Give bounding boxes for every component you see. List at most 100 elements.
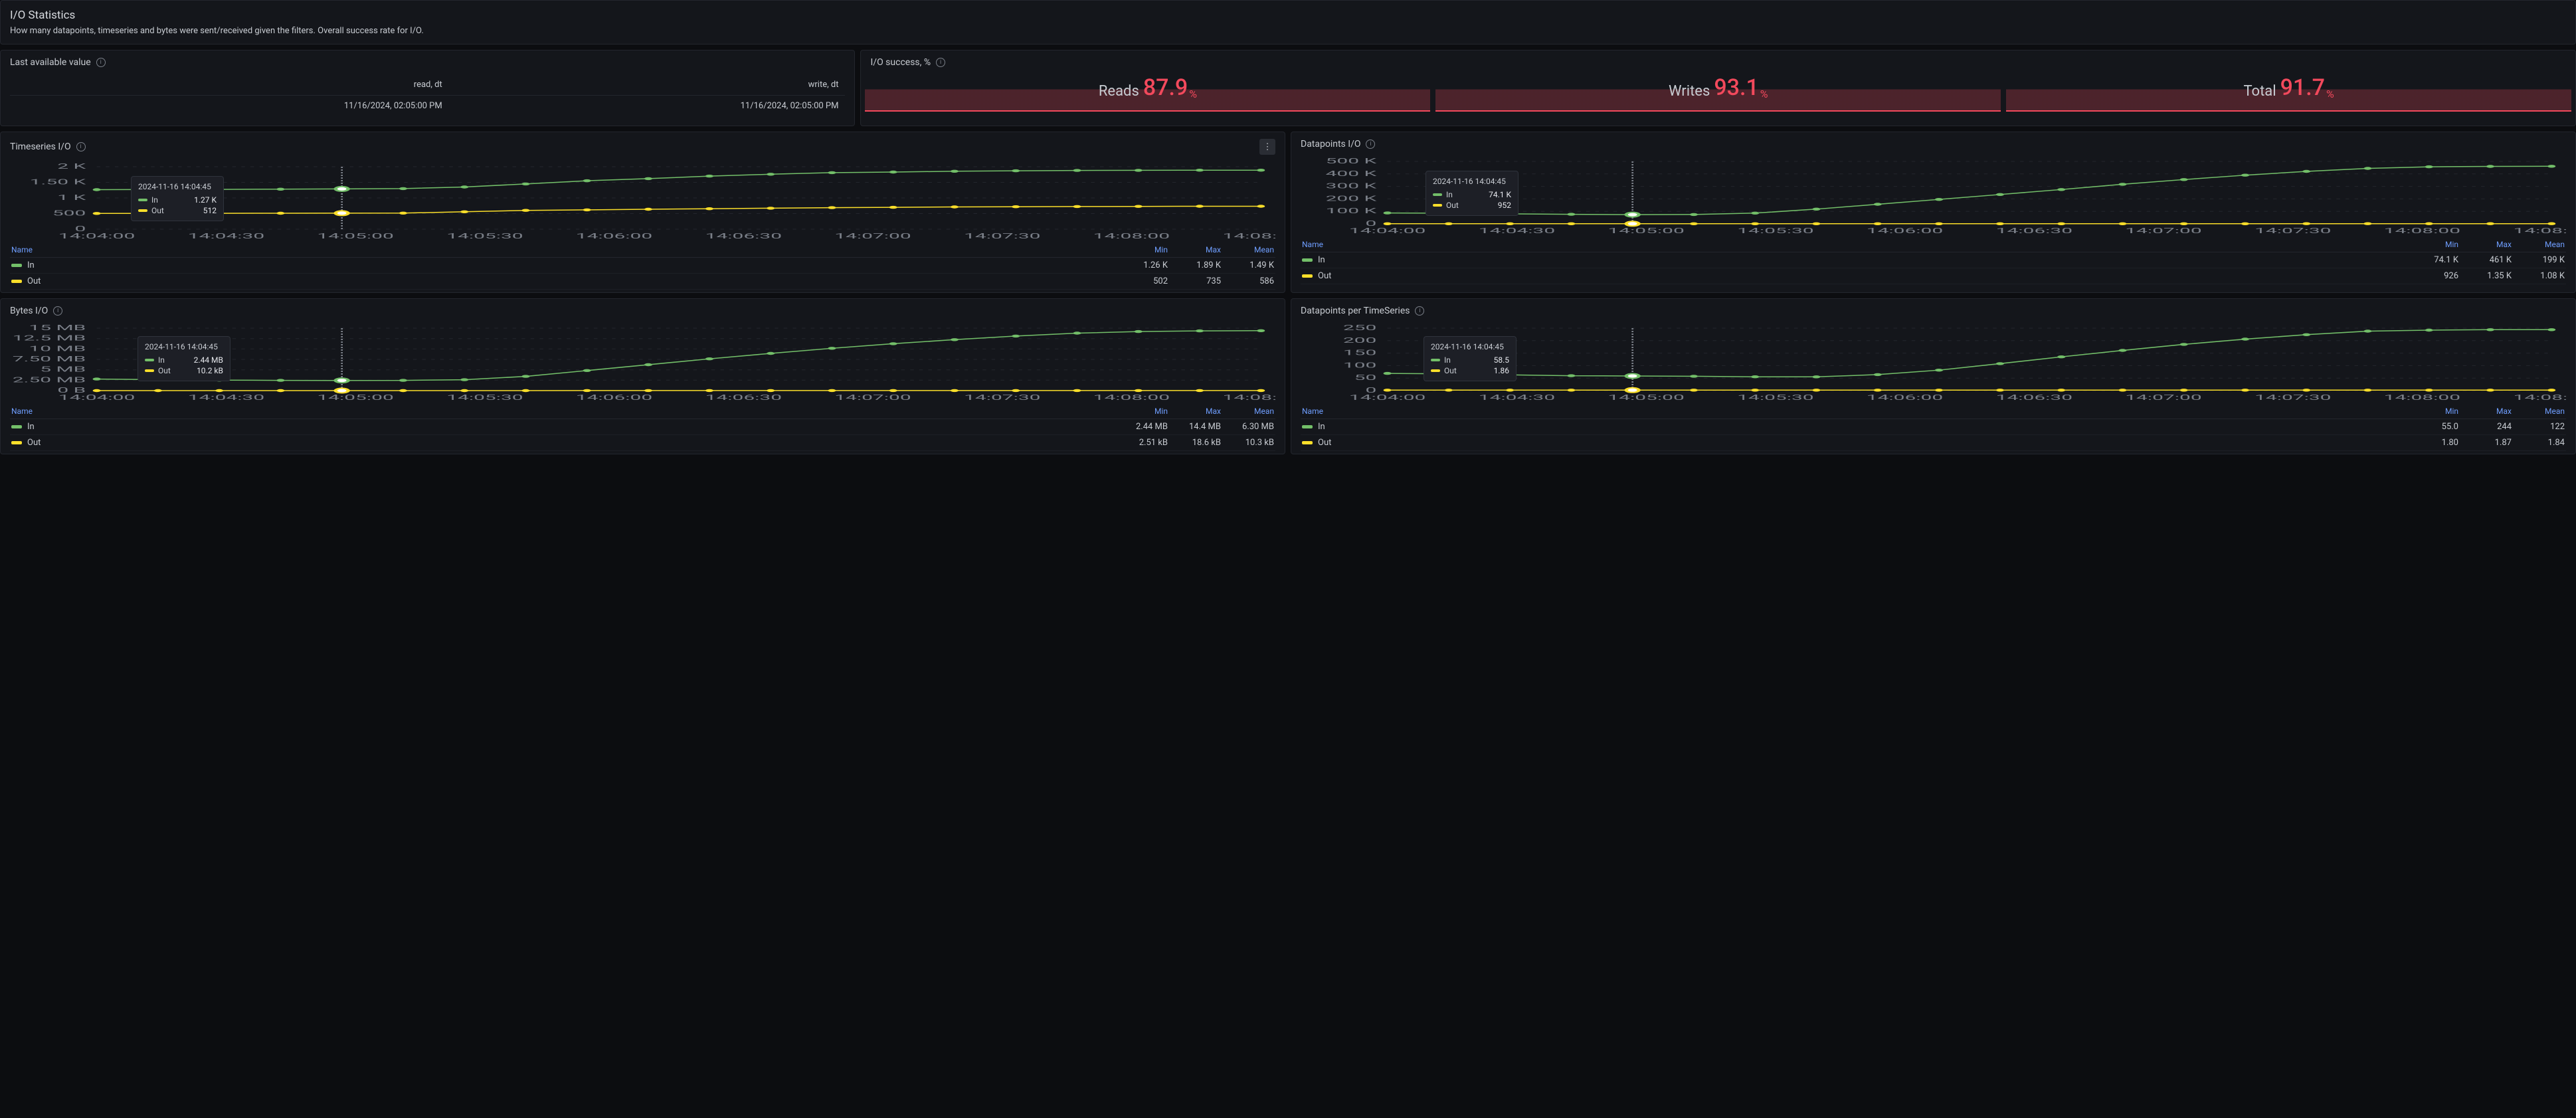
legend-min: 2.44 MB	[1115, 422, 1168, 432]
svg-text:14:07:00: 14:07:00	[834, 232, 911, 240]
tooltip-time: 2024-11-16 14:04:45	[1433, 177, 1511, 186]
legend-min: 1.26 K	[1115, 260, 1168, 270]
legend-col-min[interactable]: Min	[1115, 245, 1168, 254]
legend-row[interactable]: Out2.51 kB18.6 kB10.3 kB	[10, 435, 1275, 451]
gauge-unit: %	[1760, 82, 1768, 100]
legend-mean: 586	[1221, 276, 1274, 286]
svg-text:200: 200	[1343, 336, 1376, 345]
legend-mean: 1.84	[2512, 438, 2565, 448]
legend-row[interactable]: In74.1 K461 K199 K	[1301, 252, 2566, 268]
legend-mean: 199 K	[2512, 255, 2565, 265]
tooltip-time: 2024-11-16 14:04:45	[1431, 342, 1509, 351]
svg-text:14:08:00: 14:08:00	[2384, 393, 2460, 402]
info-icon[interactable]: i	[96, 58, 106, 67]
page-title: I/O Statistics	[10, 9, 2566, 22]
legend-mean: 10.3 kB	[1221, 438, 1274, 448]
dashboard-header: I/O Statistics How many datapoints, time…	[0, 0, 2576, 45]
svg-text:14:07:00: 14:07:00	[834, 393, 911, 402]
legend-col-min[interactable]: Min	[2405, 240, 2458, 249]
legend-mean: 122	[2512, 422, 2565, 432]
svg-text:250: 250	[1343, 324, 1376, 332]
gauge-label: Total	[2243, 83, 2276, 100]
svg-text:14:04:00: 14:04:00	[1349, 393, 1426, 402]
svg-text:14:07:30: 14:07:30	[964, 393, 1040, 402]
legend-row[interactable]: Out1.801.871.84	[1301, 435, 2566, 451]
gauge-value: 91.7	[2280, 74, 2325, 101]
legend-row[interactable]: In55.0244122	[1301, 419, 2566, 435]
gauge-value: 87.9	[1143, 74, 1188, 101]
legend-row[interactable]: Out9261.35 K1.08 K	[1301, 268, 2566, 284]
io-success-panel: I/O success, % i Reads87.9%Writes93.1%To…	[860, 50, 2576, 126]
legend-max: 1.35 K	[2458, 271, 2512, 281]
legend-col-name[interactable]: Name	[1302, 407, 2405, 416]
info-icon[interactable]: i	[53, 306, 62, 316]
tooltip-time: 2024-11-16 14:04:45	[138, 182, 217, 191]
legend-series-name: Out	[27, 438, 41, 448]
svg-text:14:08:30: 14:08:30	[1223, 232, 1275, 240]
legend-col-name[interactable]: Name	[11, 245, 1115, 254]
svg-text:150: 150	[1343, 348, 1376, 357]
svg-text:14:08:30: 14:08:30	[2514, 227, 2566, 235]
legend-col-max[interactable]: Max	[2458, 240, 2512, 249]
gauge-label: Writes	[1669, 83, 1710, 100]
legend-col-max[interactable]: Max	[2458, 407, 2512, 416]
chart-tooltip: 2024-11-16 14:04:45In1.27 KOut512	[131, 176, 224, 221]
svg-text:14:06:30: 14:06:30	[705, 393, 782, 402]
svg-text:300 K: 300 K	[1326, 181, 1378, 190]
svg-text:14:07:00: 14:07:00	[2125, 227, 2201, 235]
legend-col-name[interactable]: Name	[11, 407, 1115, 416]
legend-row[interactable]: In2.44 MB14.4 MB6.30 MB	[10, 419, 1275, 435]
legend-col-mean[interactable]: Mean	[1221, 407, 1274, 416]
legend-col-min[interactable]: Min	[2405, 407, 2458, 416]
gauge-value: 93.1	[1714, 74, 1758, 101]
info-icon[interactable]: i	[76, 142, 86, 151]
info-icon[interactable]: i	[936, 58, 945, 67]
chart-legend: NameMinMaxMeanIn2.44 MB14.4 MB6.30 MBOut…	[10, 404, 1275, 451]
svg-text:14:06:00: 14:06:00	[1867, 227, 1943, 235]
svg-text:14:07:30: 14:07:30	[2254, 227, 2331, 235]
panel-title: Bytes I/O	[10, 306, 48, 316]
svg-text:14:04:00: 14:04:00	[58, 232, 135, 240]
svg-text:14:05:30: 14:05:30	[1737, 227, 1813, 235]
legend-col-max[interactable]: Max	[1168, 245, 1221, 254]
legend-col-max[interactable]: Max	[1168, 407, 1221, 416]
chart-tooltip: 2024-11-16 14:04:45In2.44 MBOut10.2 kB	[138, 336, 230, 381]
info-icon[interactable]: i	[1415, 306, 1424, 316]
panel-title: Datapoints I/O	[1301, 139, 1360, 149]
last-available-panel: Last available value i read, dt write, d…	[0, 50, 855, 126]
legend-min: 55.0	[2405, 422, 2458, 432]
panel-menu-button[interactable]: ⋮	[1259, 139, 1275, 155]
legend-col-mean[interactable]: Mean	[1221, 245, 1274, 254]
info-icon[interactable]: i	[1366, 140, 1375, 149]
svg-text:14:04:00: 14:04:00	[1349, 227, 1426, 235]
svg-text:400 K: 400 K	[1326, 169, 1378, 178]
svg-text:14:05:30: 14:05:30	[446, 232, 523, 240]
legend-mean: 6.30 MB	[1221, 422, 1274, 432]
legend-col-name[interactable]: Name	[1302, 240, 2405, 249]
legend-row[interactable]: In1.26 K1.89 K1.49 K	[10, 258, 1275, 274]
svg-text:14:07:00: 14:07:00	[2125, 393, 2201, 402]
svg-text:12.5 MB: 12.5 MB	[13, 333, 86, 342]
legend-swatch	[1302, 258, 1313, 262]
chart-legend: NameMinMaxMeanIn55.0244122Out1.801.871.8…	[1301, 404, 2566, 451]
legend-swatch	[11, 441, 22, 444]
legend-min: 1.80	[2405, 438, 2458, 448]
legend-swatch	[1302, 274, 1313, 278]
legend-row[interactable]: Out502735586	[10, 274, 1275, 290]
svg-text:100: 100	[1343, 361, 1376, 369]
legend-col-min[interactable]: Min	[1115, 407, 1168, 416]
svg-text:200 K: 200 K	[1326, 194, 1378, 203]
svg-text:14:04:30: 14:04:30	[1479, 393, 1555, 402]
legend-col-mean[interactable]: Mean	[2512, 407, 2565, 416]
svg-text:14:08:00: 14:08:00	[1093, 393, 1170, 402]
legend-series-name: In	[1318, 255, 1325, 265]
svg-text:14:06:00: 14:06:00	[576, 393, 652, 402]
legend-series-name: Out	[1318, 271, 1331, 281]
svg-text:14:05:00: 14:05:00	[1608, 227, 1684, 235]
legend-min: 502	[1115, 276, 1168, 286]
legend-min: 926	[2405, 271, 2458, 281]
panel-title: Datapoints per TimeSeries	[1301, 306, 1410, 316]
legend-series-name: In	[1318, 422, 1325, 432]
legend-col-mean[interactable]: Mean	[2512, 240, 2565, 249]
legend-max: 14.4 MB	[1168, 422, 1221, 432]
